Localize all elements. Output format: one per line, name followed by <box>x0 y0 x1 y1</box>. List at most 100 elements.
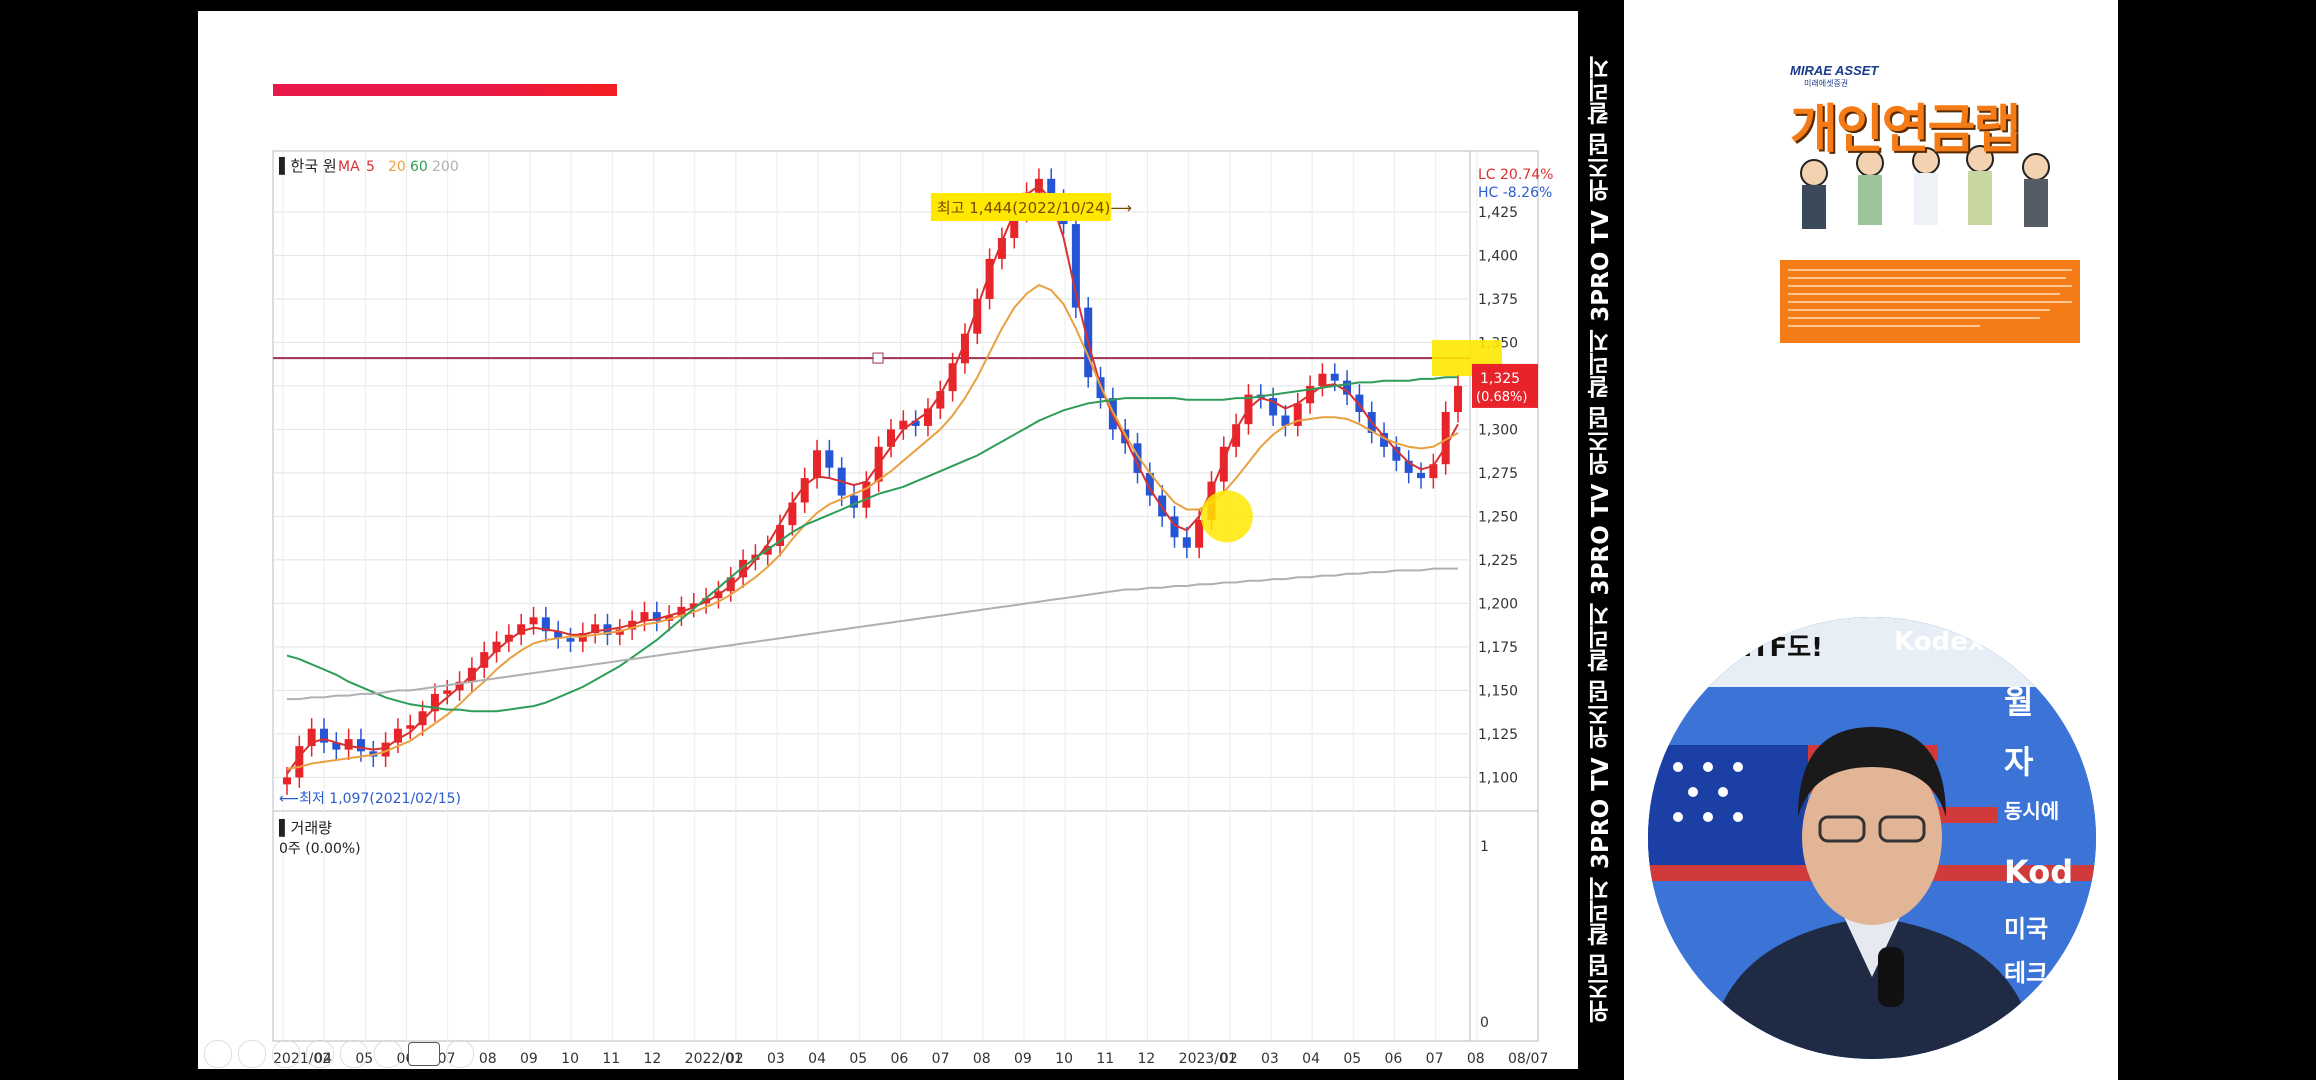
candle-body <box>504 634 513 642</box>
slides-icon[interactable] <box>306 1040 334 1068</box>
candle-body <box>418 711 427 726</box>
zoom-icon[interactable] <box>340 1040 368 1068</box>
price-box-value: 1,325 <box>1480 371 1520 387</box>
x-tick-label: 09 <box>1014 1051 1032 1067</box>
candle-body <box>492 641 501 653</box>
prev-icon[interactable] <box>204 1040 232 1068</box>
candle-body <box>406 725 415 729</box>
candle-body <box>788 502 797 526</box>
channel-strip-text: 위즈덤 칼리지 3PRO TV 위즈덤 칼리지 3PRO TV 위즈덤 칼리지 … <box>1588 56 1614 1024</box>
subtitle-icon[interactable] <box>374 1040 402 1068</box>
candle-body <box>1429 464 1438 479</box>
ad-fineprint-lines <box>1788 269 2072 327</box>
ad-banner[interactable]: MIRAE ASSET 미래에셋증권 개인연금랩 <box>1780 45 2080 343</box>
candle-body <box>1454 385 1462 413</box>
x-tick-label: 2023/01 <box>1179 1051 1237 1067</box>
chart-instrument: ▌한국 원 <box>278 156 337 175</box>
volume-label: ▌거래량 <box>278 818 332 837</box>
ad-brand-sub: 미래에셋증권 <box>1804 79 1849 88</box>
candle-body <box>319 728 328 743</box>
candle-body <box>923 408 932 426</box>
x-tick-label: 12 <box>644 1051 662 1067</box>
candle-body <box>1318 373 1327 386</box>
candle-body <box>960 333 969 364</box>
candle-body <box>899 420 908 430</box>
ad-fineprint-area <box>1780 260 2080 343</box>
candle-body <box>1355 394 1364 413</box>
candle-body <box>1195 519 1204 548</box>
x-tick-label: 03 <box>767 1051 785 1067</box>
candle-body <box>517 624 526 635</box>
x-tick-label: 02 <box>726 1051 744 1067</box>
x-tick-label: 05 <box>849 1051 867 1067</box>
ad-brand: MIRAE ASSET <box>1790 63 1879 78</box>
x-tick-label: 08/07 <box>1508 1051 1548 1067</box>
candle-body <box>1281 415 1290 426</box>
ma-line-60 <box>286 376 1458 713</box>
candle-body <box>973 298 982 334</box>
y-tick-label: 1,125 <box>1478 727 1518 743</box>
ma-period-label: 60 <box>410 159 428 175</box>
y-tick-label: 1,225 <box>1478 553 1518 569</box>
play-icon[interactable] <box>238 1040 266 1068</box>
candle-body <box>393 728 402 743</box>
x-tick-label: 08 <box>1467 1051 1485 1067</box>
candle-body <box>307 728 316 747</box>
x-tick-label: 08 <box>479 1051 497 1067</box>
x-tick-label: 03 <box>1261 1051 1279 1067</box>
more-icon[interactable] <box>446 1040 474 1068</box>
chart-frame <box>272 150 1539 1042</box>
candle-body <box>997 238 1006 259</box>
webcam-side-text-2: 자 <box>2004 743 2034 781</box>
ma-period-label: 20 <box>388 159 406 175</box>
camera-icon[interactable] <box>408 1042 440 1066</box>
y-tick-label: 1,250 <box>1478 509 1518 525</box>
ma-line-200 <box>287 567 1458 701</box>
candle-body <box>948 363 957 392</box>
candle-body <box>1392 446 1401 461</box>
y-tick-label: 1,150 <box>1478 683 1518 699</box>
candle-body <box>640 612 649 621</box>
candle-body <box>332 742 341 750</box>
candle-body <box>689 603 698 607</box>
y-tick-label: 1,175 <box>1478 640 1518 656</box>
candle-body <box>1269 398 1278 416</box>
webcam-side-text-6: 테크 <box>2004 959 2049 987</box>
y-tick-label: 1,300 <box>1478 422 1518 438</box>
ad-title: 개인연금랩 <box>1790 100 2021 160</box>
pen-icon[interactable] <box>272 1040 300 1068</box>
candle-body <box>776 525 785 546</box>
ad-illustration: MIRAE ASSET 미래에셋증권 개인연금랩 <box>1780 45 2080 260</box>
candle-body <box>850 495 859 508</box>
channel-strip: 위즈덤 칼리지 3PRO TV 위즈덤 칼리지 3PRO TV 위즈덤 칼리지 … <box>1578 0 1624 1080</box>
y-tick-label: 1,375 <box>1478 292 1518 308</box>
ad-cartoon-people <box>1800 145 2050 229</box>
candle-body <box>529 617 538 625</box>
candle-body <box>1330 373 1339 381</box>
candle-body <box>1071 224 1080 308</box>
candle-body <box>283 777 291 785</box>
x-tick-label: 2022/01 <box>685 1051 743 1067</box>
candle-body <box>886 429 895 447</box>
slide-accent-bar <box>273 84 617 96</box>
candle-body <box>480 652 489 668</box>
x-tick-label: 11 <box>602 1051 620 1067</box>
webcam-banner-text: ETF도! <box>1734 633 1824 663</box>
candle-body <box>356 739 365 752</box>
x-tick-label: 08 <box>973 1051 991 1067</box>
webcam-side-text-5: 미국 <box>2004 915 2049 943</box>
candle-body <box>430 693 439 712</box>
annotation-high: 최고 1,444(2022/10/24)⟶ <box>937 199 1132 217</box>
x-tick-label: 11 <box>1096 1051 1114 1067</box>
candle-body <box>1182 537 1191 548</box>
candle-body <box>295 746 304 778</box>
candle-body <box>1047 178 1056 200</box>
x-tick-label: 07 <box>1426 1051 1444 1067</box>
candle-body <box>1145 472 1154 496</box>
annotation-high-highlight <box>930 193 1111 221</box>
candle-body <box>825 450 834 468</box>
annotation-low: ⟵최저 1,097(2021/02/15) <box>279 791 461 807</box>
y-tick-label: 1,200 <box>1478 596 1518 612</box>
candle-body <box>1010 211 1019 239</box>
candle-body <box>381 742 390 757</box>
